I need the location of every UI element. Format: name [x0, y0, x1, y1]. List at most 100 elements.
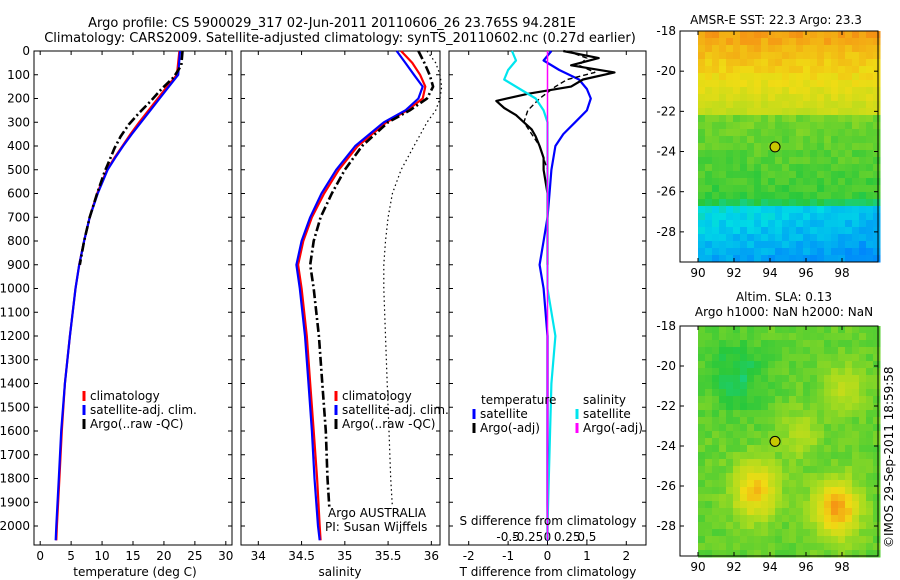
map-cell [747, 241, 755, 249]
map-cell [859, 248, 867, 256]
map-cell [698, 38, 706, 46]
map-cell [845, 529, 853, 537]
map-cell [859, 550, 867, 558]
map-cell [831, 417, 839, 425]
map-cell [719, 403, 727, 411]
map-cell [726, 382, 734, 390]
map-cell [796, 185, 804, 193]
x-tick-label: 35.5 [375, 549, 402, 563]
map-cell [782, 136, 790, 144]
map-cell [705, 115, 713, 123]
map-cell [831, 248, 839, 256]
map-cell [859, 501, 867, 509]
map-cell [754, 199, 762, 207]
map-cell [866, 94, 874, 102]
map-cell [859, 347, 867, 355]
map-cell [873, 101, 881, 109]
map-cell [719, 178, 727, 186]
map-cell [824, 508, 832, 516]
map-cell [859, 80, 867, 88]
map-cell [796, 396, 804, 404]
map-cell [789, 171, 797, 179]
map-cell [838, 347, 846, 355]
map-cell [796, 115, 804, 123]
map-cell [712, 45, 720, 53]
map-cell [838, 241, 846, 249]
map-cell [719, 66, 727, 74]
map-cell [859, 115, 867, 123]
map-cell [719, 143, 727, 151]
map-cell [803, 52, 811, 60]
map-cell [768, 136, 776, 144]
map-cell [789, 326, 797, 334]
map-cell [733, 87, 741, 95]
map-cell [761, 410, 769, 418]
map-cell [719, 431, 727, 439]
top-x-tick-label: -0.25 [512, 530, 543, 544]
map-cell [754, 38, 762, 46]
map-cell [803, 199, 811, 207]
map-cell [705, 403, 713, 411]
map-cell [859, 396, 867, 404]
map-cell [810, 164, 818, 172]
map-cell [782, 248, 790, 256]
map-cell [866, 45, 874, 53]
map-cell [845, 178, 853, 186]
map-cell [817, 529, 825, 537]
map-cell [789, 438, 797, 446]
map-cell [873, 550, 881, 558]
map-cell [740, 466, 748, 474]
map-cell [852, 368, 860, 376]
map-cell [782, 529, 790, 537]
map-cell [782, 410, 790, 418]
map-cell [810, 143, 818, 151]
map-cell [782, 241, 790, 249]
map-cell [712, 101, 720, 109]
map-cell [775, 115, 783, 123]
map-cell [747, 52, 755, 60]
map-cell [789, 536, 797, 544]
y-tick-label: -20 [656, 64, 676, 78]
map-cell [775, 494, 783, 502]
map-cell [845, 199, 853, 207]
map-cell [796, 431, 804, 439]
map-cell [782, 389, 790, 397]
map-cell [754, 361, 762, 369]
map-cell [789, 255, 797, 263]
x-tick-label: 94 [762, 266, 777, 280]
map-cell [733, 522, 741, 530]
map-cell [873, 157, 881, 165]
map-cell [831, 143, 839, 151]
map-cell [831, 515, 839, 523]
map-cell [740, 431, 748, 439]
map-cell [775, 206, 783, 214]
map-cell [866, 494, 874, 502]
map-cell [838, 438, 846, 446]
map-cell [866, 361, 874, 369]
map-cell [831, 508, 839, 516]
map-cell [817, 424, 825, 432]
map-cell [859, 522, 867, 530]
map-cell [761, 347, 769, 355]
map-cell [859, 241, 867, 249]
map-cell [824, 438, 832, 446]
map-cell [852, 108, 860, 116]
map-cell [761, 417, 769, 425]
map-cell [747, 227, 755, 235]
map-cell [845, 361, 853, 369]
map-cell [733, 424, 741, 432]
map-cell [705, 543, 713, 551]
map-cell [712, 403, 720, 411]
map-cell [859, 122, 867, 130]
map-cell [712, 361, 720, 369]
map-cell [789, 108, 797, 116]
map-cell [768, 164, 776, 172]
map-cell [852, 255, 860, 263]
map-cell [824, 129, 832, 137]
map-cell [866, 52, 874, 60]
y-tick-label: 1000 [0, 282, 30, 296]
map-cell [859, 108, 867, 116]
map-cell [831, 403, 839, 411]
map-cell [831, 368, 839, 376]
map-cell [747, 361, 755, 369]
